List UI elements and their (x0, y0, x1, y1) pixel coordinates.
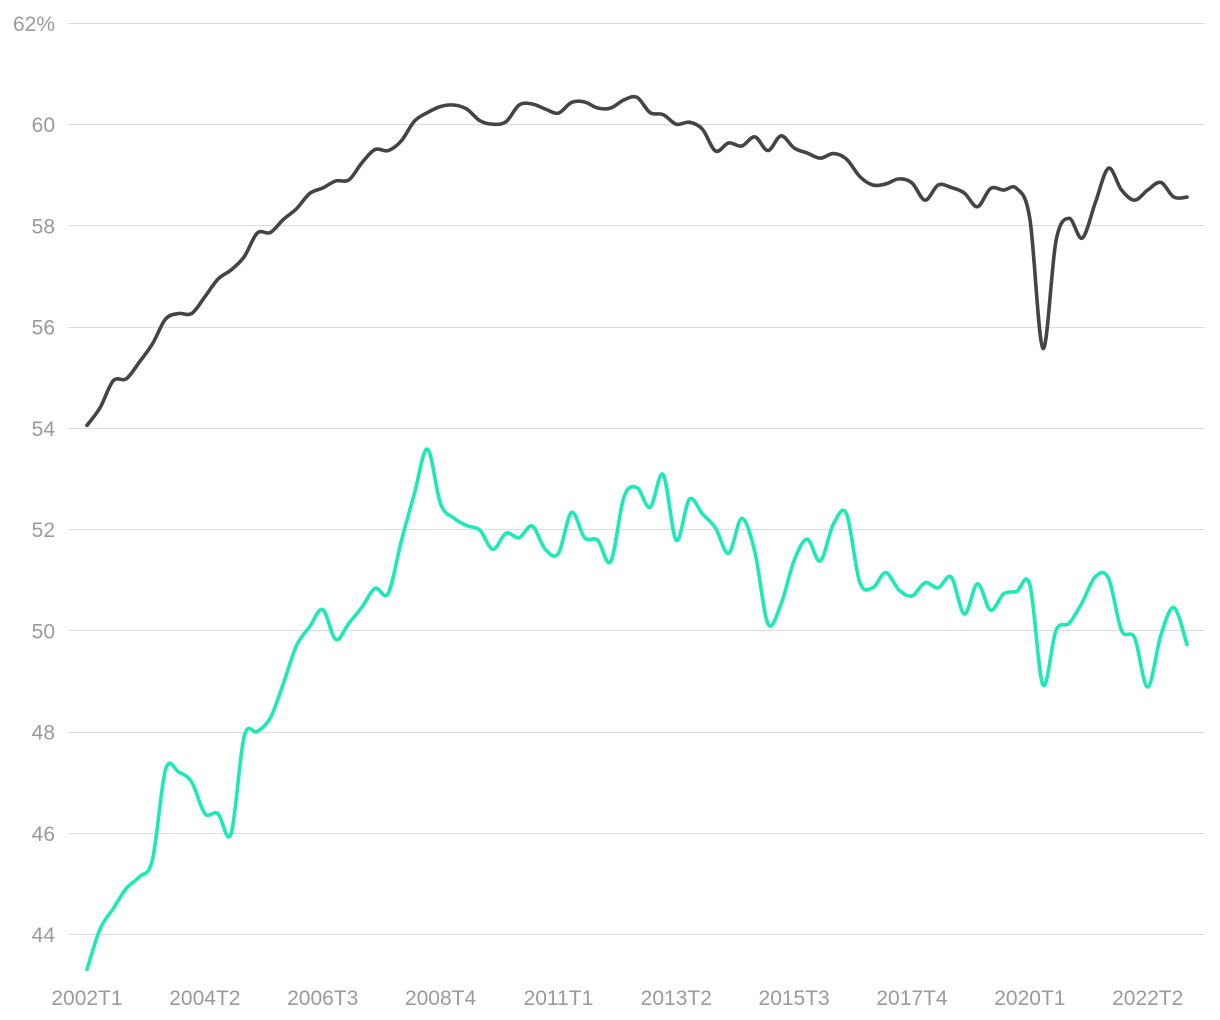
x-tick-label: 2022T2 (1112, 987, 1183, 1010)
y-tick-label: 44 (32, 924, 56, 947)
x-tick-label: 2011T1 (524, 987, 594, 1010)
series-line-dark (85, 94, 1189, 428)
x-tick-label: 2006T3 (287, 987, 358, 1010)
y-tick-label: 50 (32, 620, 55, 643)
x-tick-label: 2020T1 (994, 987, 1065, 1010)
series-line-green (85, 447, 1189, 972)
y-tick-label: 62% (13, 13, 55, 36)
x-tick-label: 2002T1 (51, 987, 122, 1010)
x-tick-label: 2008T4 (405, 987, 477, 1010)
x-tick-label: 2013T2 (641, 987, 712, 1010)
y-tick-label: 52 (32, 519, 55, 542)
y-tick-label: 48 (32, 722, 55, 745)
y-tick-label: 58 (32, 215, 55, 238)
y-axis-tick-labels: 44 46 48 50 52 54 56 58 60 62% (13, 13, 55, 947)
x-tick-label: 2017T4 (876, 987, 948, 1010)
series-lines (85, 94, 1189, 972)
x-tick-label: 2004T2 (169, 987, 240, 1010)
y-tick-label: 54 (32, 418, 56, 441)
y-tick-label: 60 (32, 114, 55, 137)
y-tick-label: 46 (32, 823, 55, 846)
x-tick-label: 2015T3 (759, 987, 830, 1010)
y-tick-label: 56 (32, 317, 55, 340)
x-axis-tick-labels: 2002T1 2004T2 2006T3 2008T4 2011T1 2013T2 2015… (51, 987, 1183, 1010)
y-gridlines (68, 23, 1205, 935)
